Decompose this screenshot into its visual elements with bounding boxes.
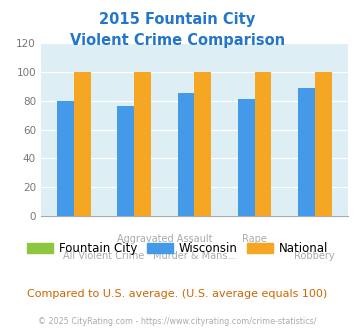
Text: Rape: Rape <box>242 234 267 244</box>
Bar <box>195 72 211 216</box>
Text: All Violent Crime: All Violent Crime <box>64 251 145 261</box>
Bar <box>74 72 91 216</box>
Bar <box>117 106 134 216</box>
Text: Compared to U.S. average. (U.S. average equals 100): Compared to U.S. average. (U.S. average … <box>27 289 328 299</box>
Text: Robbery: Robbery <box>294 251 335 261</box>
Text: © 2025 CityRating.com - https://www.cityrating.com/crime-statistics/: © 2025 CityRating.com - https://www.city… <box>38 317 317 326</box>
Text: Aggravated Assault: Aggravated Assault <box>116 234 212 244</box>
Bar <box>315 72 332 216</box>
Legend: Fountain City, Wisconsin, National: Fountain City, Wisconsin, National <box>22 237 333 260</box>
Bar <box>178 93 195 216</box>
Bar <box>298 88 315 216</box>
Bar <box>255 72 272 216</box>
Text: Violent Crime Comparison: Violent Crime Comparison <box>70 33 285 48</box>
Text: 2015 Fountain City: 2015 Fountain City <box>99 12 256 26</box>
Text: Murder & Mans...: Murder & Mans... <box>153 251 236 261</box>
Bar <box>238 99 255 216</box>
Bar <box>57 101 74 216</box>
Bar <box>134 72 151 216</box>
